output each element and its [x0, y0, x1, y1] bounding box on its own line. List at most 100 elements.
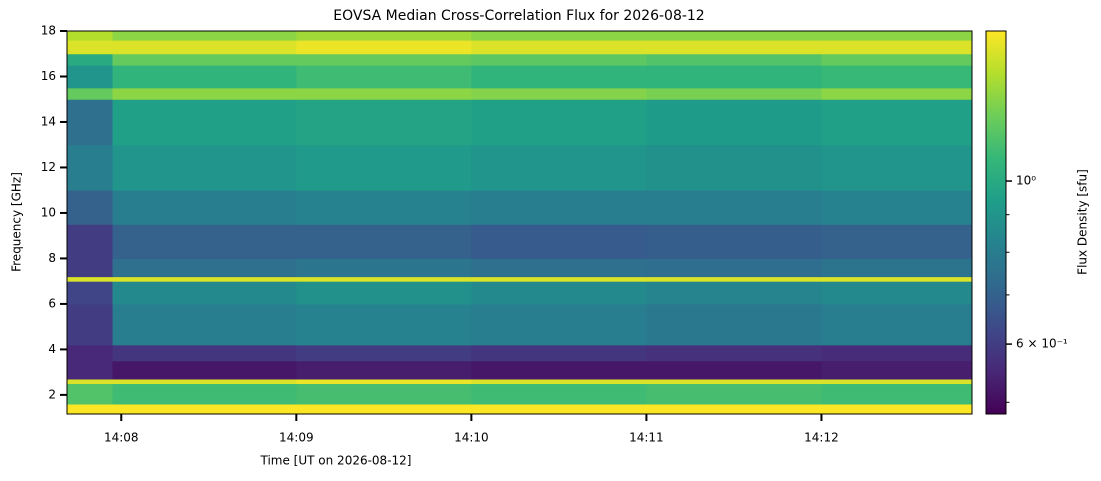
heatmap-cell: [296, 87, 472, 100]
y-tick-label: 6: [48, 296, 56, 310]
colorbar: [985, 30, 1007, 415]
heatmap-cell: [67, 303, 114, 346]
heatmap-cell: [646, 99, 822, 146]
heatmap-cell: [646, 276, 822, 282]
x-tick-label: 14:11: [629, 431, 664, 445]
heatmap-cell: [646, 378, 822, 385]
heatmap-cell: [471, 360, 647, 380]
heatmap-cell: [821, 360, 973, 380]
y-tick-label: 12: [41, 160, 56, 174]
y-axis-label: Frequency [GHz]: [10, 172, 24, 272]
heatmap-cell: [471, 40, 647, 55]
heatmap-cell: [67, 144, 114, 191]
heatmap-cell: [471, 303, 647, 346]
heatmap-cell: [646, 144, 822, 191]
heatmap-cell: [296, 190, 472, 225]
heatmap-cell: [646, 281, 822, 305]
heatmap-cell: [471, 378, 647, 385]
heatmap-cell: [296, 383, 472, 405]
heatmap-cell: [112, 87, 297, 100]
heatmap-cell: [471, 87, 647, 100]
heatmap-cell: [646, 303, 822, 346]
heatmap-cell: [821, 144, 973, 191]
heatmap-cell: [296, 360, 472, 380]
heatmap-cell: [112, 31, 297, 41]
x-axis-label: Time [UT on 2026-08-12]: [260, 454, 412, 468]
heatmap-cell: [821, 87, 973, 100]
y-tick-label: 10: [41, 205, 56, 219]
heatmap-cell: [112, 65, 297, 89]
heatmap-cell: [821, 344, 973, 362]
heatmap-cell: [296, 344, 472, 362]
heatmap-cell: [112, 344, 297, 362]
heatmap-cell: [67, 403, 114, 415]
heatmap-cell: [112, 190, 297, 225]
heatmap-cell: [296, 99, 472, 146]
heatmap-cell: [471, 224, 647, 259]
heatmap-cell: [821, 281, 973, 305]
heatmap-cell: [821, 276, 973, 282]
heatmap-cell: [471, 53, 647, 66]
heatmap-cell: [67, 383, 114, 405]
heatmap-cell: [646, 87, 822, 100]
heatmap-cell: [112, 99, 297, 146]
y-tick-label: 18: [41, 24, 56, 38]
heatmap-cell: [646, 258, 822, 278]
heatmap-cell: [112, 258, 297, 278]
heatmap-cell: [471, 65, 647, 89]
heatmap-cell: [67, 99, 114, 146]
heatmap-cell: [646, 40, 822, 55]
heatmap-cell: [67, 378, 114, 385]
heatmap-cell: [821, 65, 973, 89]
y-tick-label: 14: [41, 114, 56, 128]
y-tick-label: 4: [48, 342, 56, 356]
heatmap-cell: [296, 258, 472, 278]
colorbar-tick-label: 10⁰: [1016, 174, 1036, 188]
heatmap-cell: [646, 53, 822, 66]
heatmap-cell: [67, 224, 114, 259]
heatmap-cell: [112, 224, 297, 259]
heatmap-cell: [67, 281, 114, 305]
chart-title: EOVSA Median Cross-Correlation Flux for …: [333, 8, 704, 24]
heatmap-cell: [821, 224, 973, 259]
heatmap-cell: [296, 281, 472, 305]
heatmap-cell: [67, 258, 114, 278]
x-tick-label: 14:08: [104, 431, 139, 445]
heatmap-cell: [112, 383, 297, 405]
heatmap-cell: [646, 344, 822, 362]
heatmap-cell: [296, 53, 472, 66]
heatmap-cell: [112, 144, 297, 191]
heatmap-cell: [821, 53, 973, 66]
y-tick-label: 2: [48, 387, 56, 401]
heatmap-cell: [646, 190, 822, 225]
heatmap-cell: [67, 276, 114, 282]
heatmap-cell: [112, 303, 297, 346]
plot-frame: [66, 30, 973, 415]
heatmap-cell: [646, 403, 822, 415]
heatmap-cell: [821, 99, 973, 146]
heatmap-cell: [646, 360, 822, 380]
heatmap-cell: [821, 378, 973, 385]
heatmap-cell: [471, 144, 647, 191]
heatmap-cell: [67, 344, 114, 362]
y-tick-label: 16: [41, 69, 56, 83]
heatmap-cell: [296, 276, 472, 282]
heatmap-cell: [471, 190, 647, 225]
x-tick-label: 14:10: [454, 431, 489, 445]
heatmap-cell: [112, 360, 297, 380]
heatmap-cell: [112, 378, 297, 385]
colorbar-tick-label: 6 × 10⁻¹: [1016, 337, 1068, 351]
heatmap-cell: [821, 190, 973, 225]
heatmap-cell: [296, 65, 472, 89]
heatmap-cell: [67, 53, 114, 66]
heatmap-cell: [112, 40, 297, 55]
heatmap-cell: [67, 190, 114, 225]
heatmap-cell: [646, 383, 822, 405]
heatmap-cell: [296, 31, 472, 41]
heatmap-cell: [112, 53, 297, 66]
heatmap-cell: [646, 224, 822, 259]
heatmap-cell: [821, 383, 973, 405]
heatmap-cell: [646, 31, 822, 41]
heatmap-cell: [471, 344, 647, 362]
heatmap-cell: [821, 303, 973, 346]
